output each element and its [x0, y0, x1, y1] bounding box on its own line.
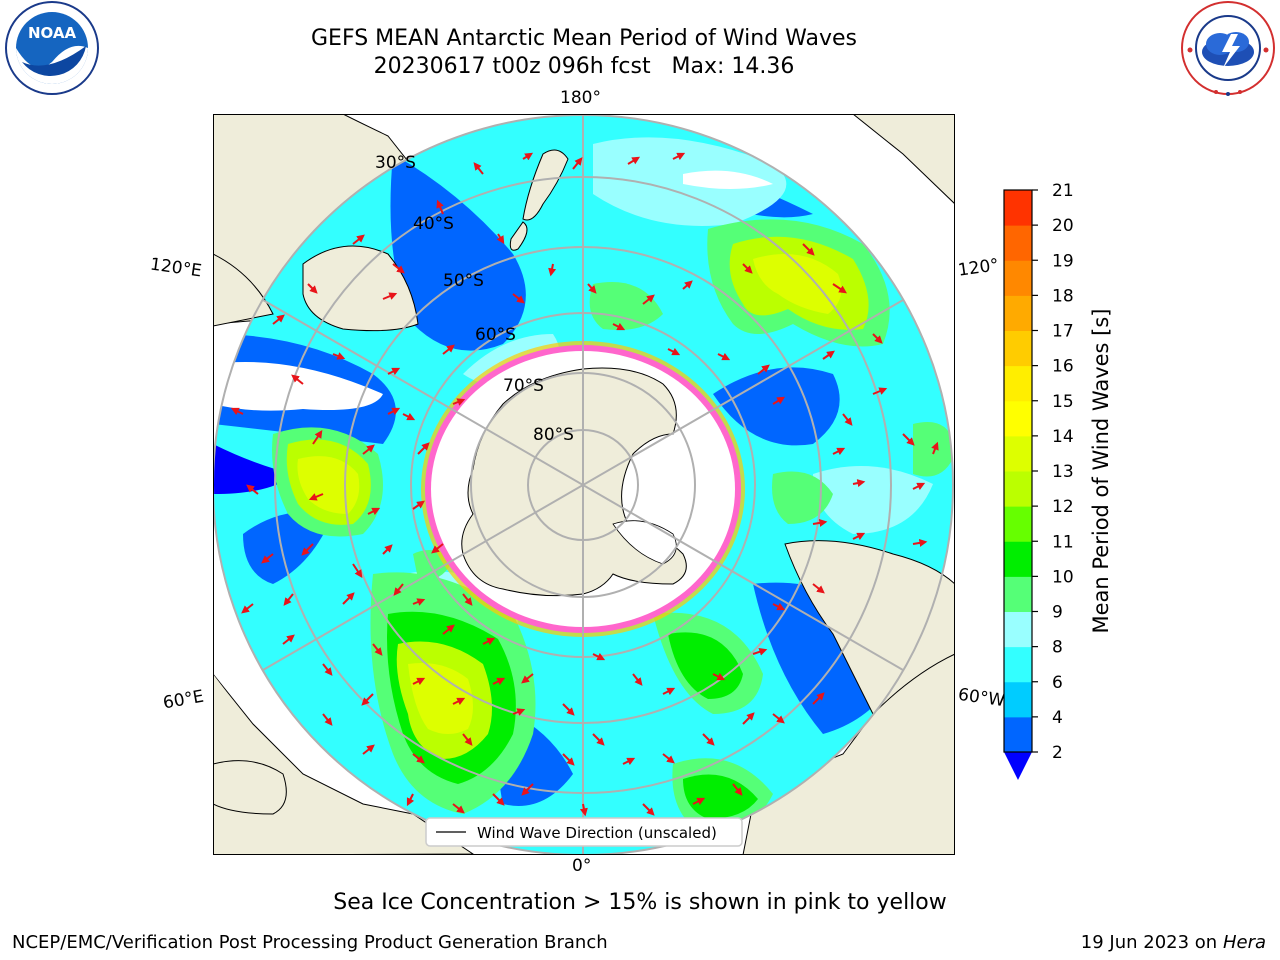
map-title: GEFS MEAN Antarctic Mean Period of Wind … [311, 26, 857, 51]
legend-label: Wind Wave Direction (unscaled) [477, 824, 717, 842]
colorbar-tick-label: 13 [1052, 462, 1074, 482]
colorbar-tick-label: 15 [1052, 392, 1074, 412]
colorbar-band [1004, 611, 1032, 648]
lat-label-40s: 40°S [413, 214, 454, 234]
colorbar-tick-label: 14 [1052, 427, 1074, 447]
noaa-logo-text: NOAA [28, 24, 77, 42]
lon-label-120e: 120°E [148, 254, 203, 282]
colorbar-tick-label: 9 [1052, 603, 1063, 623]
colorbar-band [1004, 260, 1032, 296]
colorbar-band [1004, 576, 1032, 612]
colorbar-tick-label: 20 [1052, 216, 1074, 236]
footer-credit: NCEP/EMC/Verification Post Processing Pr… [12, 932, 608, 953]
colorbar-label: Mean Period of Wind Waves [s] [1089, 309, 1113, 634]
colorbar-band [1004, 295, 1032, 331]
latitude-labels: 30°S 40°S 50°S 60°S 70°S 80°S [375, 153, 574, 445]
lon-label-180: 180° [560, 88, 601, 108]
nws-logo [1181, 1, 1275, 96]
noaa-logo: NOAA [5, 1, 99, 95]
lon-label-60e: 60°E [161, 686, 206, 714]
colorbar-tick-label: 10 [1052, 567, 1074, 587]
colorbar-band [1004, 330, 1032, 367]
colorbar-swatches [1004, 190, 1032, 753]
colorbar-tick-label: 11 [1052, 532, 1074, 552]
colorbar-band [1004, 646, 1032, 683]
map-subtitle-forecast: 20230617 t00z 096h fcst Max: 14.36 [373, 54, 795, 79]
colorbar-tick-label: 17 [1052, 322, 1074, 342]
footer-date-text: 19 Jun 2023 on [1080, 932, 1218, 953]
land-inside [213, 149, 955, 815]
colorbar-band [1004, 435, 1032, 472]
colorbar-band [1004, 541, 1032, 577]
wind-wave-arrows [230, 152, 939, 846]
colorbar-tick-label: 6 [1052, 673, 1063, 693]
colorbar-tick-label: 19 [1052, 251, 1074, 271]
colorbar-under-triangle [1004, 752, 1032, 780]
colorbar: 2 4 6 8 9 10 11 12 13 14 15 16 17 18 19 20 21 Mean Perio… [1003, 181, 1113, 780]
footer-date: 19 Jun 2023 on Hera [1081, 932, 1266, 953]
colorbar-band [1004, 506, 1032, 542]
lon-label-0: 0° [572, 856, 592, 876]
colorbar-tick-label: 2 [1052, 743, 1063, 763]
lat-label-70s: 70°S [503, 376, 544, 396]
colorbar-tick-label: 21 [1052, 181, 1074, 201]
colorbar-band [1004, 365, 1032, 402]
lat-label-80s: 80°S [533, 425, 574, 445]
colorbar-band [1004, 716, 1032, 753]
colorbar-band [1004, 225, 1032, 261]
colorbar-band [1004, 471, 1032, 507]
lat-label-30s: 30°S [375, 153, 416, 173]
colorbar-tick-label: 4 [1052, 708, 1063, 728]
colorbar-tick-label: 16 [1052, 357, 1074, 377]
map-legend: Wind Wave Direction (unscaled) [425, 817, 743, 847]
colorbar-band [1004, 681, 1032, 718]
colorbar-ticks: 2 4 6 8 9 10 11 12 13 14 15 16 17 18 19 20 21 [1032, 181, 1074, 763]
footer-host: Hera [1222, 932, 1266, 953]
colorbar-tick-label: 8 [1052, 638, 1063, 658]
colorbar-tick-label: 18 [1052, 286, 1074, 306]
sea-ice-note: Sea Ice Concentration > 15% is shown in … [333, 890, 947, 915]
colorbar-band [1004, 190, 1032, 226]
lat-label-50s: 50°S [443, 271, 484, 291]
colorbar-band [1004, 400, 1032, 437]
polar-map: 30°S 40°S 50°S 60°S 70°S 80°S Wind Wave … [213, 114, 955, 855]
graticule [213, 114, 954, 855]
colorbar-tick-label: 12 [1052, 497, 1074, 517]
lat-label-60s: 60°S [475, 325, 516, 345]
